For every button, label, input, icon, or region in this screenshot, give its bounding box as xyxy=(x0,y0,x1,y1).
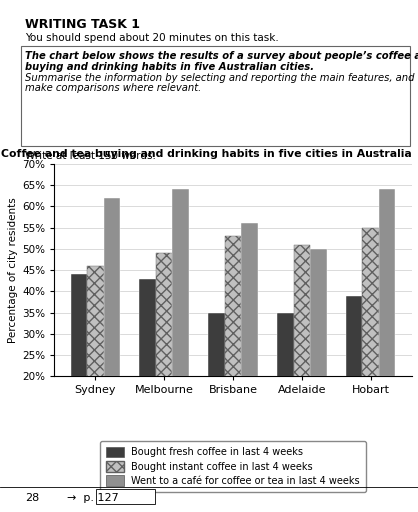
Bar xyxy=(140,279,156,461)
Bar xyxy=(277,312,293,461)
Bar xyxy=(241,223,258,461)
Bar xyxy=(225,236,241,461)
Text: Coffee and tea buying and drinking habits in five cities in Australia: Coffee and tea buying and drinking habit… xyxy=(1,149,412,159)
Bar xyxy=(87,266,104,461)
Bar xyxy=(104,198,120,461)
Text: 28: 28 xyxy=(25,493,39,503)
Text: →  p. 127: → p. 127 xyxy=(67,493,119,503)
Text: WRITING TASK 1: WRITING TASK 1 xyxy=(25,18,140,31)
Bar xyxy=(173,189,189,461)
Bar xyxy=(346,295,362,461)
Bar xyxy=(156,253,173,461)
Bar xyxy=(293,245,310,461)
Bar xyxy=(71,274,87,461)
Bar xyxy=(310,249,326,461)
Text: buying and drinking habits in five Australian cities.: buying and drinking habits in five Austr… xyxy=(25,62,314,73)
Bar xyxy=(379,189,395,461)
Bar xyxy=(208,312,225,461)
Text: Write at least 150 words.: Write at least 150 words. xyxy=(25,151,156,161)
Legend: Bought fresh coffee in last 4 weeks, Bought instant coffee in last 4 weeks, Went: Bought fresh coffee in last 4 weeks, Bou… xyxy=(100,441,366,492)
Text: Summarise the information by selecting and reporting the main features, and: Summarise the information by selecting a… xyxy=(25,73,415,83)
Text: make comparisons where relevant.: make comparisons where relevant. xyxy=(25,83,201,93)
Bar xyxy=(362,228,379,461)
Y-axis label: Percentage of city residents: Percentage of city residents xyxy=(8,197,18,343)
Text: You should spend about 20 minutes on this task.: You should spend about 20 minutes on thi… xyxy=(25,33,279,44)
Text: The chart below shows the results of a survey about people’s coffee and tea: The chart below shows the results of a s… xyxy=(25,51,418,61)
